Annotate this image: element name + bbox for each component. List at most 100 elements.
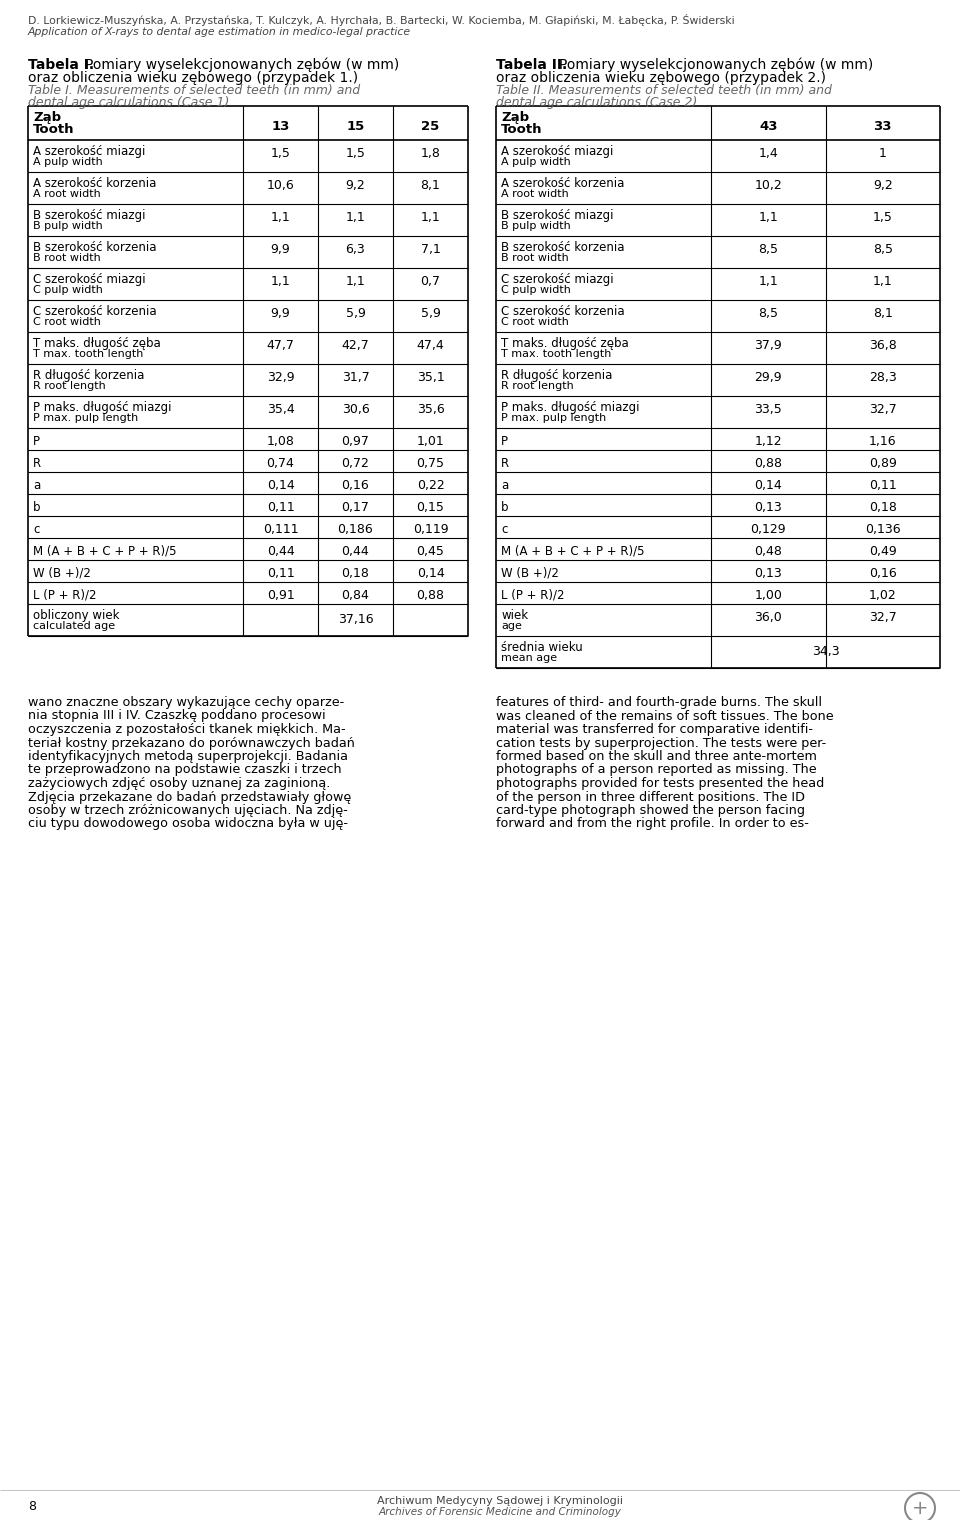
Text: te przeprowadzono na podstawie czaszki i trzech: te przeprowadzono na podstawie czaszki i… (28, 763, 342, 777)
Text: 1,8: 1,8 (420, 147, 441, 160)
Text: dental age calculations (Case 2): dental age calculations (Case 2) (496, 96, 697, 109)
Text: 0,11: 0,11 (267, 567, 295, 581)
Text: 0,91: 0,91 (267, 590, 295, 602)
Text: 0,119: 0,119 (413, 523, 448, 537)
Text: L (P + R)/2: L (P + R)/2 (33, 590, 97, 602)
Text: 0,97: 0,97 (342, 435, 370, 448)
Text: 0,22: 0,22 (417, 479, 444, 492)
Text: Pomiary wyselekcjonowanych zębów (w mm): Pomiary wyselekcjonowanych zębów (w mm) (85, 58, 399, 73)
Text: B root width: B root width (33, 252, 101, 263)
Text: oraz obliczenia wieku zębowego (przypadek 1.): oraz obliczenia wieku zębowego (przypade… (28, 71, 358, 85)
Text: 47,4: 47,4 (417, 339, 444, 353)
Text: 10,2: 10,2 (755, 179, 782, 192)
Text: 0,72: 0,72 (342, 458, 370, 470)
Text: 0,15: 0,15 (417, 502, 444, 514)
Text: 0,136: 0,136 (865, 523, 900, 537)
Text: 0,89: 0,89 (869, 458, 897, 470)
Text: C pulp width: C pulp width (33, 286, 103, 295)
Text: +: + (912, 1499, 928, 1517)
Text: A szerokość miazgi: A szerokość miazgi (33, 144, 145, 158)
Text: C szerokość korzenia: C szerokość korzenia (501, 306, 625, 318)
Text: card-type photograph showed the person facing: card-type photograph showed the person f… (496, 804, 805, 818)
Text: 0,18: 0,18 (869, 502, 897, 514)
Text: R długość korzenia: R długość korzenia (33, 369, 144, 382)
Text: oczyszczenia z pozostałości tkanek miękkich. Ma-: oczyszczenia z pozostałości tkanek miękk… (28, 724, 346, 736)
Text: 0,44: 0,44 (267, 546, 295, 558)
Text: W (B +)/2: W (B +)/2 (501, 567, 559, 581)
Text: L (P + R)/2: L (P + R)/2 (501, 590, 564, 602)
Text: 35,4: 35,4 (267, 403, 295, 416)
Text: 42,7: 42,7 (342, 339, 370, 353)
Text: 0,74: 0,74 (267, 458, 295, 470)
Text: Application of X-rays to dental age estimation in medico-legal practice: Application of X-rays to dental age esti… (28, 27, 411, 36)
Text: 0,16: 0,16 (869, 567, 897, 581)
Text: wiek: wiek (501, 610, 528, 622)
Text: 34,3: 34,3 (812, 644, 839, 658)
Text: 0,88: 0,88 (417, 590, 444, 602)
Text: 1,01: 1,01 (417, 435, 444, 448)
Text: B szerokość miazgi: B szerokość miazgi (501, 210, 613, 222)
Text: 32,7: 32,7 (869, 611, 897, 625)
Text: identyfikacyjnych metodą superprojekcji. Badania: identyfikacyjnych metodą superprojekcji.… (28, 749, 348, 763)
Text: 9,9: 9,9 (271, 243, 290, 255)
Text: 36,8: 36,8 (869, 339, 897, 353)
Text: 29,9: 29,9 (755, 371, 782, 385)
Text: 9,9: 9,9 (271, 307, 290, 321)
Text: Ząb: Ząb (33, 111, 61, 125)
Text: oraz obliczenia wieku zębowego (przypadek 2.): oraz obliczenia wieku zębowego (przypade… (496, 71, 826, 85)
Text: material was transferred for comparative identifi-: material was transferred for comparative… (496, 724, 813, 736)
Text: T maks. długość zęba: T maks. długość zęba (33, 337, 160, 350)
Text: 0,13: 0,13 (755, 567, 782, 581)
Text: 33,5: 33,5 (755, 403, 782, 416)
Text: A root width: A root width (33, 188, 101, 199)
Text: 1,1: 1,1 (346, 211, 366, 223)
Text: 0,16: 0,16 (342, 479, 370, 492)
Text: dental age calculations (Case 1): dental age calculations (Case 1) (28, 96, 229, 109)
Text: 0,44: 0,44 (342, 546, 370, 558)
Text: age: age (501, 622, 522, 631)
Text: 37,16: 37,16 (338, 613, 373, 626)
Text: 7,1: 7,1 (420, 243, 441, 255)
Text: zażyciowych zdjęć osoby uznanej za zaginioną.: zażyciowych zdjęć osoby uznanej za zagin… (28, 777, 330, 790)
Text: A root width: A root width (501, 188, 568, 199)
Text: M (A + B + C + P + R)/5: M (A + B + C + P + R)/5 (501, 546, 644, 558)
Text: photographs of a person reported as missing. The: photographs of a person reported as miss… (496, 763, 817, 777)
Text: c: c (501, 523, 508, 537)
Text: 1,02: 1,02 (869, 590, 897, 602)
Text: 1,1: 1,1 (271, 275, 290, 287)
Text: a: a (33, 479, 40, 492)
Text: C pulp width: C pulp width (501, 286, 571, 295)
Text: 0,18: 0,18 (342, 567, 370, 581)
Text: 0,45: 0,45 (417, 546, 444, 558)
Text: 0,14: 0,14 (755, 479, 782, 492)
Text: C szerokość miazgi: C szerokość miazgi (501, 274, 613, 286)
Text: P: P (501, 435, 508, 448)
Text: Pomiary wyselekcjonowanych zębów (w mm): Pomiary wyselekcjonowanych zębów (w mm) (559, 58, 874, 73)
Text: 0,88: 0,88 (755, 458, 782, 470)
Text: 0,11: 0,11 (869, 479, 897, 492)
Text: A szerokość korzenia: A szerokość korzenia (501, 176, 624, 190)
Text: a: a (501, 479, 508, 492)
Text: 25: 25 (421, 120, 440, 134)
Text: 9,2: 9,2 (346, 179, 366, 192)
Text: Tabela II.: Tabela II. (496, 58, 567, 71)
Text: 0,84: 0,84 (342, 590, 370, 602)
Text: 1,4: 1,4 (758, 147, 779, 160)
Text: A pulp width: A pulp width (33, 157, 103, 167)
Text: 0,11: 0,11 (267, 502, 295, 514)
Text: 1: 1 (878, 147, 887, 160)
Text: Table I. Measurements of selected teeth (in mm) and: Table I. Measurements of selected teeth … (28, 84, 360, 97)
Text: 15: 15 (347, 120, 365, 134)
Text: 47,7: 47,7 (267, 339, 295, 353)
Text: was cleaned of the remains of soft tissues. The bone: was cleaned of the remains of soft tissu… (496, 710, 833, 722)
Text: B szerokość miazgi: B szerokość miazgi (33, 210, 146, 222)
Text: P max. pulp length: P max. pulp length (33, 413, 138, 423)
Text: teriał kostny przekazano do porównawczych badań: teriał kostny przekazano do porównawczyc… (28, 737, 355, 749)
Text: 0,129: 0,129 (751, 523, 786, 537)
Text: 0,75: 0,75 (417, 458, 444, 470)
Text: 0,14: 0,14 (417, 567, 444, 581)
Text: R root length: R root length (501, 382, 574, 391)
Text: 32,9: 32,9 (267, 371, 295, 385)
Text: 8: 8 (28, 1500, 36, 1512)
Text: P max. pulp length: P max. pulp length (501, 413, 607, 423)
